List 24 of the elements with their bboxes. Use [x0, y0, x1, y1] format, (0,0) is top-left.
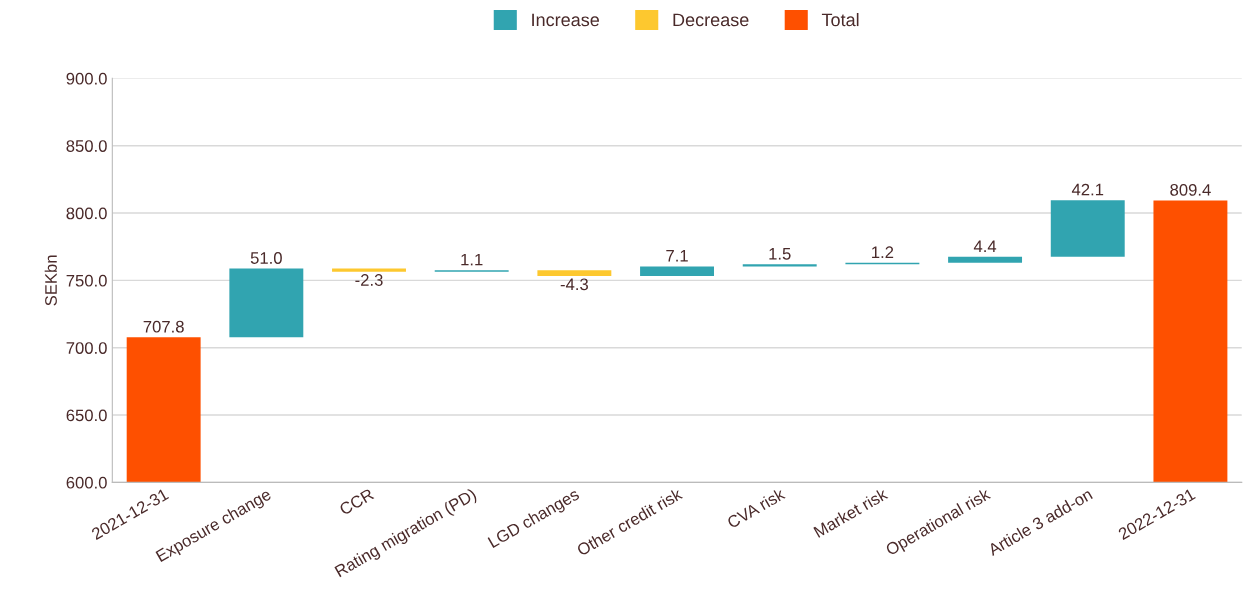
- data-label: 809.4: [1170, 183, 1211, 196]
- y-tick-label: 900.0: [66, 72, 107, 85]
- y-tick-label: 750.0: [66, 274, 107, 287]
- data-label: 51.0: [250, 252, 282, 264]
- data-label: 42.1: [1071, 183, 1104, 196]
- x-tick-label: CCR: [338, 488, 375, 516]
- data-label: 4.4: [973, 240, 997, 253]
- data-label: 707.8: [143, 320, 184, 333]
- data-label: 7.1: [666, 250, 688, 262]
- data-label: 1.5: [769, 248, 791, 260]
- y-tick-label: 850.0: [66, 140, 107, 152]
- data-label: 1.1: [461, 253, 483, 266]
- legend-label: Total: [821, 12, 859, 27]
- y-axis-title: SEKbn: [44, 255, 57, 306]
- y-tick-label: 650.0: [66, 409, 107, 422]
- legend-label: Increase: [532, 13, 599, 27]
- y-tick-label: 700.0: [66, 342, 107, 354]
- y-tick-label: 800.0: [66, 207, 107, 220]
- y-tick-label: 600.0: [66, 476, 107, 489]
- legend-label: Decrease: [673, 13, 749, 27]
- data-label: 1.2: [872, 246, 894, 258]
- data-label: -4.3: [560, 278, 588, 291]
- data-label: -2.3: [355, 274, 383, 286]
- x-tick-label: CVA risk: [726, 487, 786, 529]
